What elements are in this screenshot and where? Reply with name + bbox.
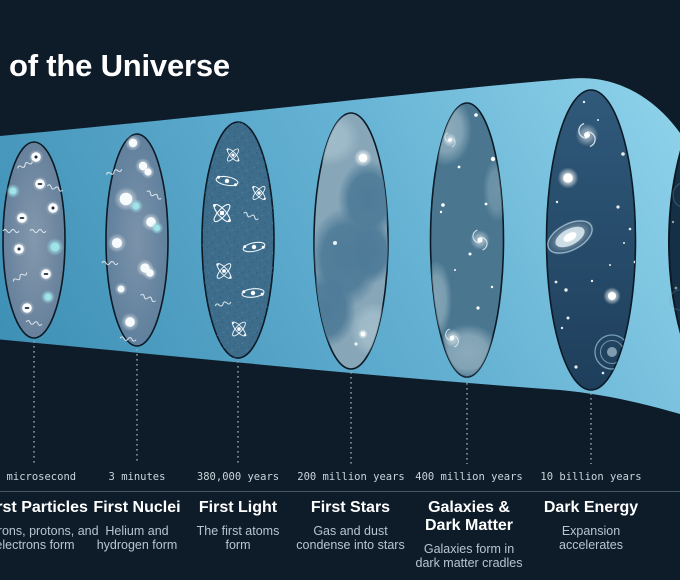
nucleus-icon: [120, 312, 140, 332]
timeline-separator-line: [0, 491, 680, 492]
stage-description: Expansion accelerates: [559, 523, 623, 552]
electron-icon: [38, 266, 54, 282]
stage-description: Neutrons, protons, and electrons form: [0, 523, 99, 552]
nucleus-icon: [141, 165, 155, 179]
stage-title: Dark Energy: [543, 499, 639, 516]
stage-description: Gas and dust condense into stars: [296, 523, 405, 552]
stage-ellipse-dark-energy: [545, 89, 637, 391]
neutrino-icon: [41, 290, 55, 304]
nucleus-icon: [107, 233, 127, 253]
stage-ellipse-first-particles: [2, 141, 66, 339]
star-icon: [603, 287, 621, 305]
stars-group: [439, 113, 496, 310]
stage-ellipse-first-light: [201, 121, 275, 359]
nucleus-icon: [114, 282, 128, 296]
stage-column-dark-energy: Dark Energy Expansion accelerates: [541, 499, 641, 552]
stage-title: First Stars: [310, 499, 391, 516]
page-title: of the Universe: [9, 48, 230, 83]
stage-time: 200 million years: [297, 471, 405, 483]
proton-icon: [45, 200, 61, 216]
stage-title: First Particles: [0, 499, 88, 516]
star-icon: [674, 286, 678, 290]
stage-description: Helium and hydrogen form: [96, 523, 178, 552]
neutrino-icon: [6, 184, 20, 198]
star-icon: [353, 148, 373, 168]
stage-time: 1 microsecond: [0, 471, 77, 483]
nucleus-icon: [150, 221, 164, 235]
stage-column-first-stars: First Stars Gas and dust condense into s…: [288, 499, 413, 552]
proton-icon: [28, 149, 44, 165]
galaxy-icon: [672, 182, 680, 208]
star-icon: [358, 329, 368, 339]
nucleus-icon: [142, 265, 158, 281]
spiral-galaxy-icon: [574, 122, 600, 148]
star-icon: [354, 342, 358, 346]
stage-column-first-particles: First Particles Neutrons, protons, and e…: [0, 499, 100, 552]
timeline-leader-lines: [33, 341, 592, 464]
galaxy-icon: [669, 289, 680, 311]
electron-icon: [14, 210, 30, 226]
star-icon: [333, 241, 337, 245]
stage-column-first-nuclei: First Nuclei Helium and hydrogen form: [87, 499, 187, 552]
stage-column-galaxies-dark-matter: Galaxies & Dark Matter Galaxies form in …: [410, 499, 528, 570]
stage-title: First Nuclei: [93, 499, 181, 516]
neutrino-icon: [46, 238, 64, 256]
proton-icon: [11, 241, 27, 257]
stage-ellipse-future-partial: [668, 149, 680, 335]
nucleus-icon: [129, 199, 143, 213]
stage-ellipse-galaxies-dark-matter: [429, 102, 505, 378]
spiral-galaxy-icon: [442, 132, 458, 148]
stage-time: 400 million years: [415, 471, 523, 483]
stage-description: The first atoms form: [196, 523, 280, 552]
stage-ellipse-first-nuclei: [101, 133, 169, 347]
stage-time: 10 billion years: [540, 471, 642, 483]
stage-description: Galaxies form in dark matter cradles: [415, 541, 523, 570]
electron-icon: [19, 300, 35, 316]
universe-expansion-illustration: [0, 78, 680, 464]
tilted-galaxy-icon: [546, 218, 595, 256]
spiral-galaxy-icon: [442, 328, 462, 348]
stage-time: 380,000 years: [196, 471, 280, 483]
star-icon: [557, 167, 579, 189]
star-icon: [671, 220, 675, 224]
spiral-galaxy-icon: [469, 229, 491, 251]
electron-icon: [32, 176, 48, 192]
stage-time: 3 minutes: [108, 471, 166, 483]
stage-title: Galaxies & Dark Matter: [424, 499, 514, 534]
stage-title: First Light: [198, 499, 278, 516]
stage-column-first-light: First Light The first atoms form: [193, 499, 283, 552]
nucleus-icon: [125, 135, 141, 151]
